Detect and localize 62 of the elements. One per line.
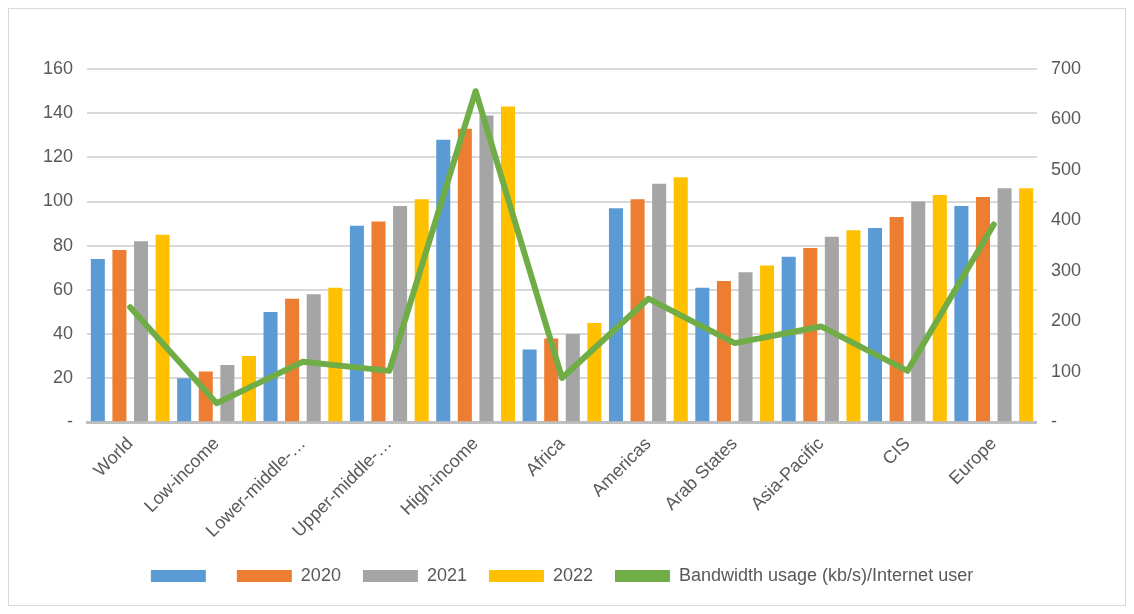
bar xyxy=(716,281,731,422)
legend-label: 2022 xyxy=(552,564,593,585)
y-tick-label: 160 xyxy=(42,57,74,78)
y2-tick-label: 700 xyxy=(1050,57,1082,78)
bar xyxy=(349,225,364,422)
bar xyxy=(868,228,883,422)
y-tick-label: 80 xyxy=(53,234,74,255)
bar xyxy=(608,208,623,422)
bar xyxy=(328,287,343,422)
bar xyxy=(1019,188,1034,422)
bar xyxy=(695,287,710,422)
bar xyxy=(177,378,192,422)
bar xyxy=(522,349,537,422)
bar xyxy=(414,199,429,422)
bar xyxy=(760,265,775,422)
bar xyxy=(587,322,602,422)
legend-label: 2021 xyxy=(426,564,467,585)
bar xyxy=(436,139,451,422)
y-tick-label: 140 xyxy=(42,102,74,123)
legend-label: Bandwidth usage (kb/s)/Internet user xyxy=(678,564,974,585)
bar xyxy=(457,128,472,422)
y2-tick-label: 600 xyxy=(1050,108,1082,129)
y-tick-label: 20 xyxy=(53,367,74,388)
bar xyxy=(133,241,149,422)
bar xyxy=(954,205,969,422)
bar xyxy=(565,334,580,422)
y-tick-label: 40 xyxy=(53,322,74,343)
bar xyxy=(652,183,667,422)
y-tick-label: 120 xyxy=(42,146,74,167)
bar xyxy=(975,197,991,422)
bar xyxy=(932,194,947,422)
bar xyxy=(846,230,861,422)
bar xyxy=(501,106,516,422)
bar xyxy=(371,221,386,422)
bar xyxy=(112,250,127,422)
bar xyxy=(911,201,926,422)
bar xyxy=(306,294,321,422)
y2-tick-label: 100 xyxy=(1050,360,1082,381)
y-tick-label: 100 xyxy=(42,190,74,211)
bar xyxy=(90,258,105,422)
y2-tick-label: 400 xyxy=(1050,209,1082,230)
y-tick-label: - xyxy=(67,411,74,432)
bar xyxy=(824,236,839,422)
bar xyxy=(997,188,1012,422)
bar xyxy=(781,256,796,422)
y2-tick-label: 500 xyxy=(1050,158,1082,179)
bar xyxy=(393,205,408,422)
bar xyxy=(889,216,904,422)
y2-tick-label: 300 xyxy=(1050,259,1082,280)
x-tick-label: CIS xyxy=(878,433,914,469)
y2-tick-label: 200 xyxy=(1050,310,1082,331)
legend-label: 2020 xyxy=(300,564,341,585)
bar xyxy=(479,115,494,422)
bar xyxy=(630,199,645,422)
bar xyxy=(155,234,170,422)
y-tick-label: 60 xyxy=(53,278,74,299)
bar xyxy=(803,247,818,422)
bar xyxy=(263,311,278,422)
bar xyxy=(673,177,688,422)
bar xyxy=(738,272,753,422)
bar xyxy=(285,298,300,422)
y2-tick-label: - xyxy=(1050,411,1057,432)
